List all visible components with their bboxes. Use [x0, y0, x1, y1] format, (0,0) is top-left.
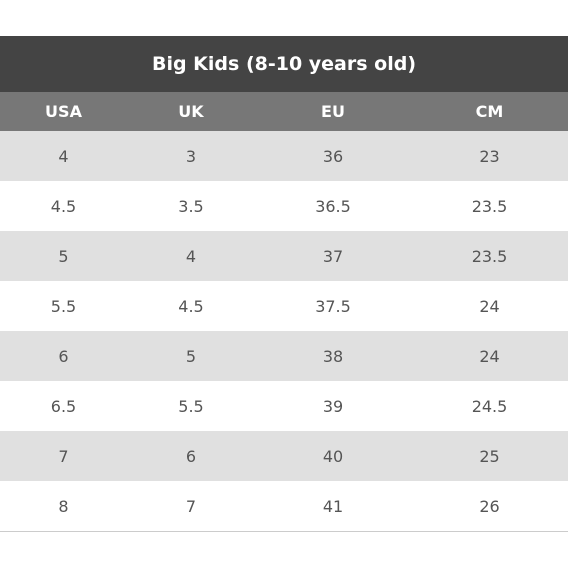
table-title: Big Kids (8-10 years old)	[0, 36, 568, 92]
table-cell: 5.5	[50, 296, 77, 316]
table-cell: 4.5	[50, 196, 77, 216]
table-cell: 4	[185, 246, 197, 266]
table-cell: 6	[58, 346, 69, 366]
size-table: Big Kids (8-10 years old) USA UK EU CM 4 3 36…	[0, 36, 568, 532]
table-cell: 36.5	[315, 196, 351, 216]
header-row: USA UK EU CM	[0, 92, 568, 131]
table-cell: 7	[58, 446, 69, 466]
table-cell: 25	[479, 446, 500, 466]
table-row: 6.5 5.5 39 24.5	[0, 381, 568, 431]
column-header: EU	[321, 102, 345, 121]
table-cell: 4.5	[178, 296, 204, 316]
column-header: UK	[178, 102, 204, 121]
table-cell: 24	[479, 346, 500, 366]
table-row: 5 4 37 23.5	[0, 231, 568, 281]
table-row: 4.5 3.5 36.5 23.5	[0, 181, 568, 231]
table-cell: 38	[322, 346, 344, 366]
table-row: 8 7 41 26	[0, 481, 568, 531]
table-cell: 3.5	[178, 196, 204, 216]
table-cell: 5.5	[178, 396, 204, 416]
table-cell: 40	[322, 446, 344, 466]
column-header: USA	[45, 102, 82, 121]
table-cell: 41	[322, 496, 344, 516]
table-row: 6 5 38 24	[0, 331, 568, 381]
table-cell: 37.5	[315, 296, 351, 316]
table-row: 7 6 40 25	[0, 431, 568, 481]
table-cell: 5	[58, 246, 69, 266]
table-cell: 3	[185, 146, 197, 166]
table-cell: 24.5	[471, 396, 508, 416]
column-header: CM	[475, 102, 504, 121]
table-row: 5.5 4.5 37.5 24	[0, 281, 568, 331]
table-cell: 37	[322, 246, 344, 266]
table-cell: 23.5	[471, 246, 508, 266]
table-cell: 23.5	[471, 196, 508, 216]
table-cell: 7	[185, 496, 197, 516]
table-cell: 6	[185, 446, 197, 466]
table-cell: 4	[58, 146, 69, 166]
table-cell: 8	[58, 496, 69, 516]
table-cell: 26	[479, 496, 500, 516]
table-cell: 23	[479, 146, 500, 166]
table-cell: 36	[322, 146, 344, 166]
table-row: 4 3 36 23	[0, 131, 568, 181]
table-cell: 24	[479, 296, 500, 316]
table-cell: 6.5	[50, 396, 77, 416]
table-cell: 39	[322, 396, 344, 416]
table-cell: 5	[185, 346, 197, 366]
